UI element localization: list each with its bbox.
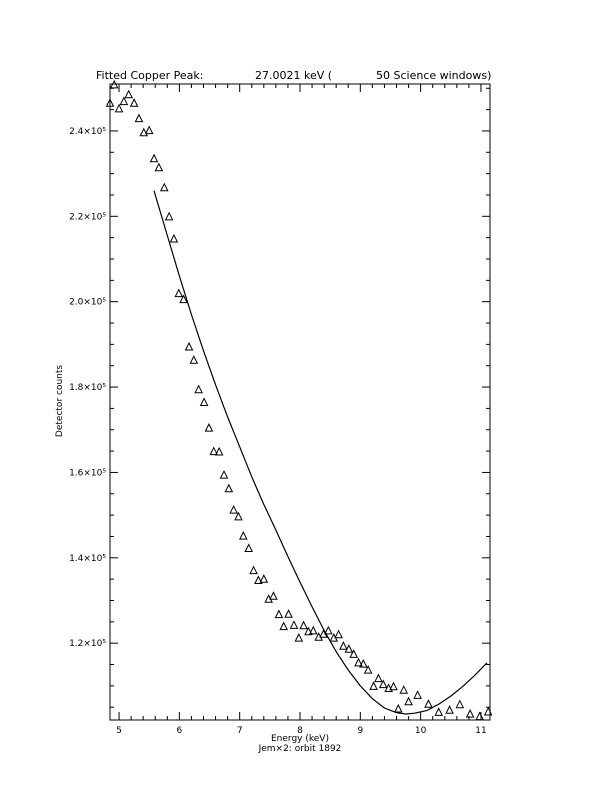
data-point-triangle [254,575,263,584]
data-point-triangle [184,341,194,351]
data-marks [105,79,493,721]
x-tick-label: 5 [116,726,122,736]
data-point-triangle [465,708,475,718]
y-tick-label: 2.4×10⁵ [69,127,106,137]
data-point-triangle [404,696,413,706]
data-point-triangle [259,574,269,583]
x-tick-label: 6 [176,726,182,736]
y-tick-label: 2.0×10⁵ [69,298,106,308]
data-point-triangle [294,633,304,642]
x-tick-label: 7 [237,726,243,736]
data-point-triangle [344,644,354,653]
data-point-triangle [369,681,378,690]
data-point-triangle [483,706,493,716]
data-point-triangle [204,422,214,432]
data-point-triangle [244,543,254,552]
fit-curve-line [153,190,488,715]
data-point-triangle [378,679,388,689]
data-point-triangle [455,699,465,709]
data-point-triangle [445,705,454,714]
data-point-triangle [129,98,139,107]
data-point-triangle [105,98,115,107]
data-point-triangle [349,649,358,658]
data-point-triangle [399,685,409,694]
y-tick-label: 1.4×10⁵ [69,554,106,564]
y-tick-label: 2.2×10⁵ [69,212,106,222]
y-tick-label: 1.6×10⁵ [69,468,106,478]
x-tick-label: 10 [415,726,427,736]
data-point-triangle [289,620,299,629]
axes: 5 6 7 8 9 10 11 1.2×10⁵ 1.4×10⁵ 1.6×10⁵ 1.8×10⁵ 2.0… [69,84,490,736]
data-point-triangle [308,625,318,635]
data-point-triangle [164,211,174,221]
data-point-triangle [144,125,154,135]
data-point-triangle [304,626,313,636]
data-point-triangle [124,89,134,99]
data-point-triangle [219,469,229,479]
plot-frame [109,83,491,721]
data-point-triangle [238,530,248,540]
data-point-triangle [424,699,433,708]
x-tick-label: 9 [357,726,363,736]
chart-title: Fitted Copper Peak: 27.0021 keV ( 50 Sci… [96,69,491,82]
chart-title-part-2: 27.0021 keV ( [255,69,332,82]
data-point-triangle [359,659,368,668]
chart-title-part-3: 50 Science windows) [376,69,491,82]
data-point-triangle [209,446,219,456]
data-point-triangle [234,511,243,521]
data-point-triangle [284,609,293,618]
data-point-triangle [354,657,363,667]
data-point-triangle [189,355,199,364]
data-point-triangle [389,681,398,691]
data-point-triangle [134,113,144,123]
y-axis-label: Detector counts [55,365,65,437]
data-point-triangle [324,625,333,635]
data-point-triangle [224,483,234,493]
data-point-triangle [194,384,203,394]
data-point-triangle [363,665,373,674]
data-point-triangle [413,690,422,699]
y-tick-label: 1.8×10⁵ [69,383,106,393]
data-point-triangle [174,288,184,298]
data-point-triangle [179,294,188,304]
data-point-triangle [114,103,124,113]
x-tick-label: 8 [297,726,303,736]
data-point-triangle [374,673,383,683]
data-point-triangle [434,707,444,716]
data-point-triangle [139,127,149,137]
data-point-triangle [109,79,119,89]
data-point-triangle [214,446,224,456]
data-point-triangle [339,641,348,650]
y-tick-label: 1.2×10⁵ [69,639,106,649]
chart-title-part-1: Fitted Copper Peak: [96,69,203,82]
data-point-triangle [229,504,238,514]
data-point-triangle [199,397,209,406]
data-point-triangle [274,609,284,619]
data-point-triangle [149,153,159,163]
data-point-triangle [119,96,129,106]
data-point-triangle [154,162,164,172]
data-point-triangle [249,565,258,575]
data-point-triangle [279,621,289,631]
data-point-triangle [475,711,485,721]
data-point-triangle [394,703,403,713]
footer-caption: Jem×2: orbit 1892 [258,744,342,754]
data-point-triangle [169,233,179,243]
x-tick-label: 11 [475,726,486,736]
x-axis-label: Energy (keV) [271,734,329,744]
data-point-triangle [299,620,308,630]
data-point-triangle [269,591,278,600]
data-point-triangle [334,629,343,639]
data-point-triangle [159,182,169,192]
